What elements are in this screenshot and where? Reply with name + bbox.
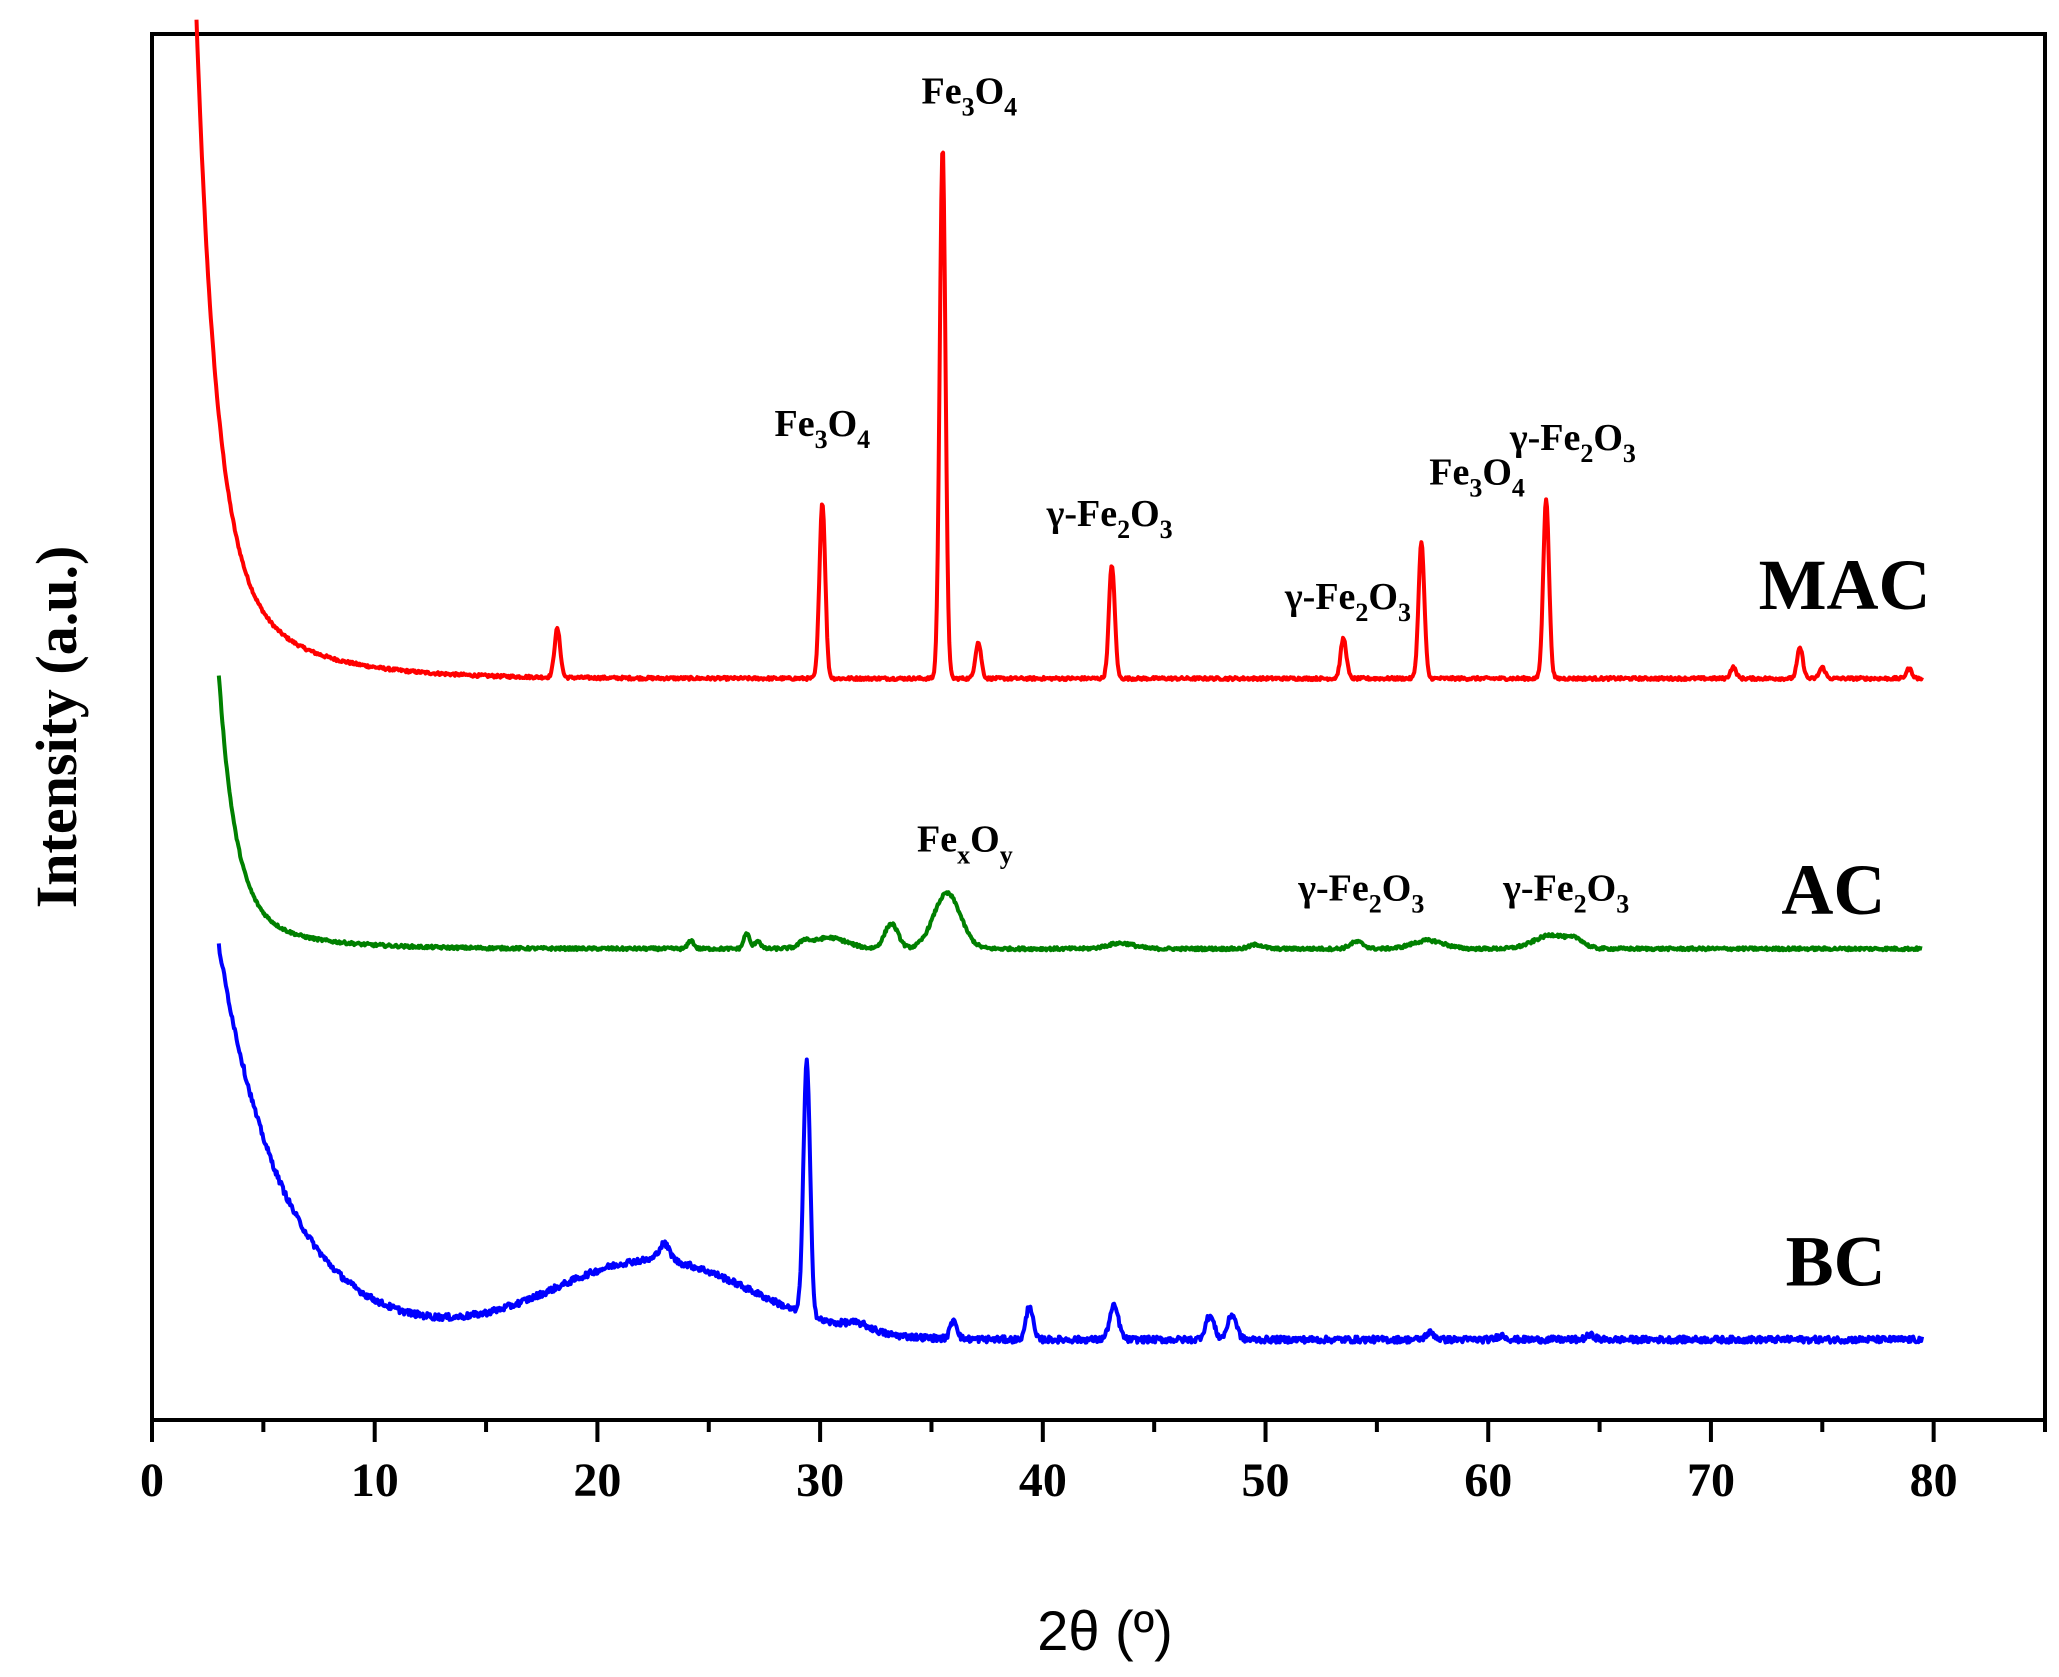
x-tick-label-50: 50 bbox=[1242, 1454, 1290, 1507]
x-tick-label-60: 60 bbox=[1464, 1454, 1512, 1507]
peak-label-ac-8: γ-Fe2O3 bbox=[1502, 867, 1629, 918]
peak-label-mac-5: γ-Fe2O3 bbox=[1509, 417, 1636, 468]
series-lines bbox=[194, 19, 1925, 1345]
series-label-bc: BC bbox=[1786, 1222, 1886, 1302]
y-axis-title: Intensity (a.u.) bbox=[24, 546, 89, 909]
series-line-mac bbox=[194, 19, 1924, 682]
series-label-mac: MAC bbox=[1759, 545, 1931, 625]
peak-label-mac-4: Fe3O4 bbox=[1429, 451, 1525, 502]
x-tick-label-0: 0 bbox=[140, 1454, 164, 1507]
peak-label-mac-2: γ-Fe2O3 bbox=[1046, 493, 1173, 544]
series-label-ac: AC bbox=[1781, 850, 1885, 930]
peak-label-ac-6: FexOy bbox=[917, 819, 1013, 870]
peak-label-mac-0: Fe3O4 bbox=[775, 403, 871, 454]
x-tick-label-80: 80 bbox=[1910, 1454, 1958, 1507]
series-line-ac bbox=[216, 675, 1924, 953]
x-tick-label-10: 10 bbox=[351, 1454, 399, 1507]
x-tick-label-70: 70 bbox=[1687, 1454, 1735, 1507]
x-axis-ticks: 0 10 20 30 40 50 60 70 80 bbox=[140, 1420, 2047, 1507]
x-tick-label-30: 30 bbox=[796, 1454, 844, 1507]
series-line-bc bbox=[216, 943, 1925, 1345]
x-tick-label-40: 40 bbox=[1019, 1454, 1067, 1507]
peak-label-mac-1: Fe3O4 bbox=[922, 70, 1018, 121]
series-labels: MAC AC BC bbox=[1759, 545, 1931, 1301]
plot-frame bbox=[150, 32, 2047, 1422]
peak-annotations: Fe3O4Fe3O4γ-Fe2O3γ-Fe2O3Fe3O4γ-Fe2O3FexO… bbox=[775, 70, 1636, 918]
x-axis-title: 2θ (º) bbox=[1037, 1599, 1173, 1662]
peak-label-mac-3: γ-Fe2O3 bbox=[1284, 576, 1411, 627]
peak-label-ac-7: γ-Fe2O3 bbox=[1297, 867, 1424, 918]
x-tick-label-20: 20 bbox=[573, 1454, 621, 1507]
